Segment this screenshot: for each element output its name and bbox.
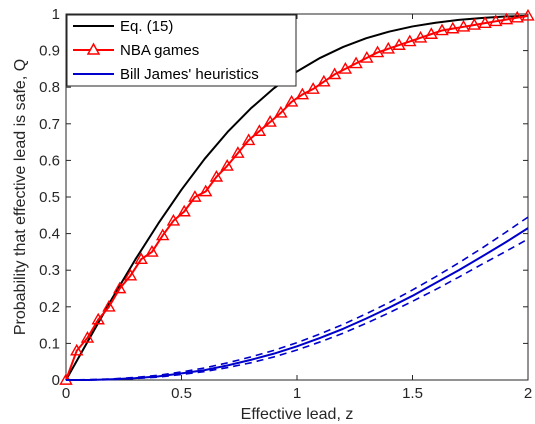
y-axis: 0 0.1 0.2 0.3 0.4 0.5 0.6 0.7 0.8 0.9 1 bbox=[39, 6, 528, 389]
x-tick-label: 1 bbox=[293, 385, 301, 402]
nba-data-point bbox=[424, 27, 439, 39]
nba-data-point bbox=[295, 87, 310, 100]
nba-data-point bbox=[478, 16, 492, 28]
nba-data-point bbox=[70, 343, 84, 356]
nba-data-point bbox=[499, 12, 514, 25]
legend-label-nba: NBA games bbox=[120, 42, 199, 59]
nba-data-point bbox=[102, 299, 116, 312]
nba-data-point bbox=[456, 19, 471, 32]
nba-data-point bbox=[91, 312, 105, 325]
nba-data-point bbox=[263, 115, 277, 127]
y-tick-label: 0.4 bbox=[39, 226, 60, 243]
y-axis-title: Probability that effective lead is safe,… bbox=[12, 59, 29, 335]
y-tick-label: 0.2 bbox=[39, 299, 60, 316]
nba-data-point bbox=[489, 14, 503, 27]
legend-label-bill-james: Bill James' heuristics bbox=[120, 66, 259, 83]
nba-data-point bbox=[403, 34, 417, 47]
nba-data-point bbox=[166, 213, 181, 226]
nba-data-point bbox=[370, 45, 385, 58]
y-tick-label: 0.7 bbox=[39, 116, 60, 133]
nba-data-point bbox=[134, 252, 148, 265]
y-tick-label: 0.1 bbox=[39, 335, 60, 352]
nba-data-point bbox=[198, 184, 213, 197]
nba-data-point bbox=[381, 41, 396, 54]
y-tick-label: 1 bbox=[52, 6, 60, 23]
nba-data-point bbox=[155, 228, 170, 241]
nba-data-point bbox=[360, 51, 374, 63]
x-axis-title: Effective lead, z bbox=[241, 406, 354, 423]
x-tick-label: 0.5 bbox=[171, 385, 192, 402]
nba-data-point bbox=[209, 169, 224, 182]
nba-data-point bbox=[521, 8, 535, 21]
nba-data-point bbox=[306, 82, 320, 94]
y-tick-label: 0 bbox=[52, 372, 60, 389]
nba-data-point bbox=[274, 105, 288, 118]
nba-data-point bbox=[327, 67, 342, 80]
nba-data-point bbox=[252, 124, 267, 136]
series-line-0 bbox=[65, 14, 529, 381]
nba-data-point bbox=[231, 146, 245, 158]
legend: Eq. (15) NBA games Bill James' heuristic… bbox=[66, 14, 297, 87]
series-layer bbox=[59, 8, 535, 385]
nba-data-point bbox=[413, 30, 428, 43]
y-tick-label: 0.5 bbox=[39, 189, 60, 206]
nba-data-point bbox=[349, 56, 363, 69]
x-tick-label: 2 bbox=[524, 385, 532, 402]
y-tick-label: 0.9 bbox=[39, 43, 60, 60]
nba-data-point bbox=[177, 204, 191, 217]
legend-marker-nba bbox=[86, 42, 101, 55]
nba-data-point bbox=[241, 133, 256, 146]
nba-data-point bbox=[317, 74, 331, 87]
nba-data-point bbox=[435, 23, 449, 36]
nba-data-point bbox=[284, 94, 299, 107]
nba-data-point bbox=[123, 268, 138, 281]
y-tick-label: 0.8 bbox=[39, 79, 60, 96]
nba-data-point bbox=[446, 21, 460, 34]
nba-data-point bbox=[113, 281, 127, 294]
series-line-3 bbox=[65, 216, 529, 381]
nba-data-point bbox=[80, 330, 95, 343]
nba-data-point bbox=[510, 10, 524, 23]
y-tick-label: 0.3 bbox=[39, 262, 60, 279]
nba-data-point bbox=[467, 18, 481, 30]
legend-label-eq15: Eq. (15) bbox=[120, 18, 173, 35]
x-tick-label: 0 bbox=[62, 385, 70, 402]
nba-data-point bbox=[145, 244, 159, 257]
nba-data-point bbox=[392, 38, 406, 50]
y-tick-label: 0.6 bbox=[39, 152, 60, 169]
nba-data-point bbox=[188, 190, 202, 202]
series-line-4 bbox=[66, 238, 529, 381]
nba-data-point bbox=[220, 158, 234, 171]
nba-data-point bbox=[338, 61, 353, 74]
x-tick-label: 1.5 bbox=[402, 385, 423, 402]
